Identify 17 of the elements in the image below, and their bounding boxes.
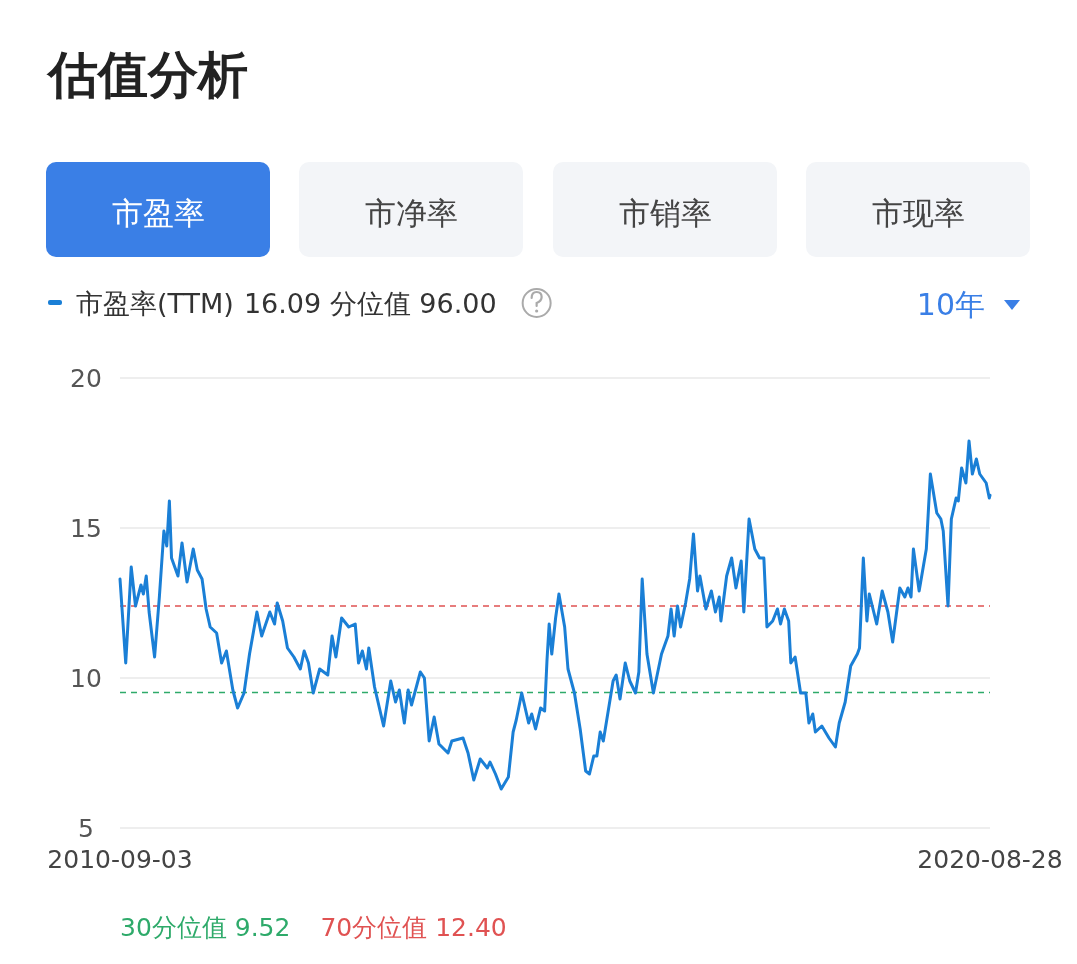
text: 市销率 xyxy=(618,195,712,231)
y-tick-label: 15 xyxy=(70,514,102,543)
ref-line-label: 30分位值 9.52 xyxy=(120,913,291,942)
line-series xyxy=(118,439,992,791)
text: 10年 xyxy=(916,287,985,322)
legend-label: 市盈率(TTM) xyxy=(76,288,234,319)
y-tick-label: 20 xyxy=(70,364,102,393)
ref-line-label: 70分位值 12.40 xyxy=(320,913,507,942)
text: 市现率 xyxy=(871,195,965,231)
text: 市净率 xyxy=(364,195,458,231)
chart-title: 估值分析 xyxy=(46,46,248,104)
text: 市盈率 xyxy=(111,195,205,231)
text: 16.09 分位值 96.00 xyxy=(243,288,497,319)
x-tick-label: 2020-08-28 xyxy=(917,845,1063,874)
x-tick-label: 2010-09-03 xyxy=(47,845,193,874)
y-tick-label: 5 xyxy=(78,814,94,843)
y-tick-label: 10 xyxy=(70,664,102,693)
